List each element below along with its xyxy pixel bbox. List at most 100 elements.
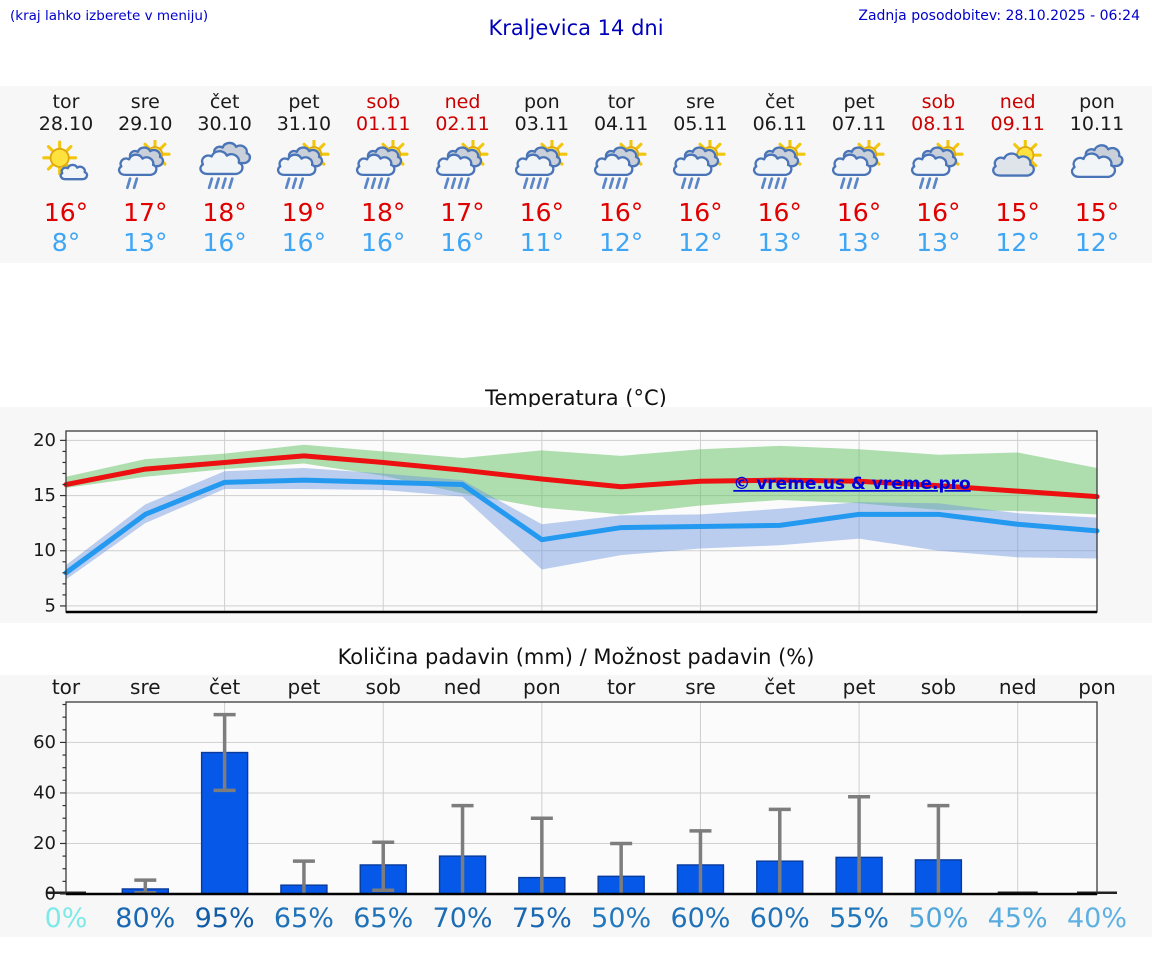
day-min-temp: 16° [361,228,406,257]
day-name-label: čet [764,91,795,113]
precipitation-probability-label: 95% [195,903,255,934]
rain-streak [207,177,213,190]
day-max-temp: 16° [678,198,723,227]
day-max-temp: 16° [598,198,644,227]
day-axis-label: sob [366,675,401,699]
rain-streak [443,177,449,190]
rain-streak [688,177,694,190]
rain-streak [291,177,298,190]
y-tick-label: 15 [33,485,56,506]
precipitation-probability-label: 70% [433,903,493,934]
day-weather-icon-box [105,135,185,197]
sun-ray [873,142,881,150]
forecast-strip: tor 28.10 16° 8° sre 29.10 17° 13° čet 30.10 18° 16… [0,86,1152,263]
temperature-chart: 5 10 15 20 © vreme.us & vreme.pro [0,407,1152,623]
rain-streak [457,177,463,190]
sun-cloud-rain3-icon [276,140,330,190]
sun-ray [65,145,73,153]
day-axis-label: sre [685,675,716,699]
day-name-label: pon [1079,91,1115,113]
day-name-label: ned [444,91,481,113]
precipitation-probability-label: 55% [829,903,889,934]
y-tick-label: 20 [33,833,56,854]
day-max-temp: 18° [361,198,406,227]
day-weather-icon-box [740,135,820,197]
day-name-label: ned [999,91,1036,113]
rain-streak [608,177,615,190]
cloud-shape [356,153,396,177]
forecast-day-column: čet 30.10 18° 16° [185,86,265,258]
rain-streak [767,177,773,190]
cloud-shape [59,163,89,181]
day-name-label: sob [366,91,401,113]
sun-cloud-rain4-icon [514,140,568,190]
sun-cloud-rain3-icon [911,140,964,190]
rain-streak [450,177,456,190]
sun-cloud-rain4-icon [356,140,409,190]
cloud-shape [514,153,555,177]
forecast-day-column: ned 09.11 15° 12° [978,86,1058,258]
day-max-temp: 17° [123,198,168,227]
sun-ray [714,142,722,150]
rain-streak [760,177,767,190]
min-temperature-line [63,477,1100,576]
watermark-text: © vreme.us & vreme.pro [733,474,970,494]
day-axis-label: pet [843,675,876,699]
day-date-label: 28.10 [38,113,94,135]
cloud-shape [435,153,475,177]
y-tick-label: 60 [33,732,56,753]
day-min-temp: 8° [51,228,81,257]
rain-streak [227,177,234,190]
sun-small-cloud-icon [42,140,89,181]
sun-ray [1012,143,1020,150]
precipitation-chart-title: Količina padavin (mm) / Možnost padavin … [337,645,815,669]
cloud-shape [911,153,951,177]
y-tick-label: 20 [33,430,56,451]
day-weather-icon-box [819,135,899,197]
day-max-temp: 15° [1074,198,1120,227]
rain-streak [919,177,925,190]
precipitation-probability-label: 50% [591,903,651,934]
sun-ray [159,142,167,150]
day-date-label: 08.11 [911,113,966,135]
zero-precipitation-bar [997,891,1038,894]
day-name-label: sre [130,91,160,113]
day-axis-label: sre [130,675,161,699]
day-date-label: 05.11 [673,113,728,135]
day-min-temp: 12° [598,228,644,257]
precipitation-probability-label: 50% [908,903,968,934]
forecast-day-column: tor 04.11 16° 12° [581,86,661,258]
sun-ray [1030,143,1038,150]
day-weather-icon-box [185,135,265,197]
y-tick-label: 10 [33,540,56,561]
day-axis-label: čet [764,675,795,699]
sun-cloud-rain2-icon [118,140,171,190]
rain-streak [695,177,701,190]
precipitation-probability-label: 60% [670,903,730,934]
day-max-temp: 16° [836,198,882,227]
rain-streak [370,177,377,190]
cloud-shape [831,153,872,177]
sun-ray [46,145,54,153]
sun-cloud-rain3-icon [831,140,885,190]
day-axis-label: ned [999,675,1037,699]
day-weather-icon-box [581,135,661,197]
sun-ray [952,142,960,150]
day-date-label: 07.11 [831,113,887,135]
sun-ray [477,142,484,150]
day-min-temp: 12° [995,228,1040,257]
forecast-day-column: sob 01.11 18° 16° [343,86,423,258]
rain-streak [364,177,370,190]
day-min-temp: 13° [123,228,168,257]
rain-streak [214,177,220,190]
rain-streak [840,177,846,190]
day-min-temp: 11° [519,228,564,257]
day-name-label: pet [843,91,875,113]
sun-ray [794,142,802,150]
rain-streak [602,177,608,190]
day-weather-icon-box [898,135,978,197]
rain-streak [853,177,860,190]
sun-ray [1030,160,1038,168]
forecast-day-column: čet 06.11 16° 13° [740,86,820,258]
